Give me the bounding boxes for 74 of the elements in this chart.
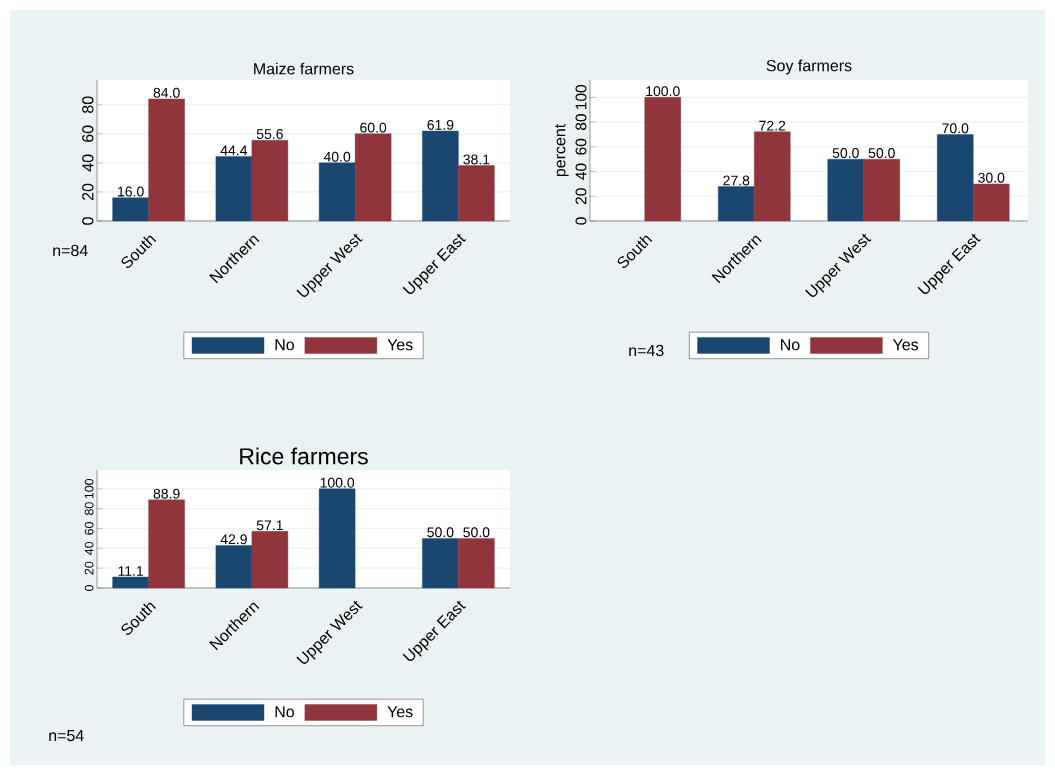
data-label: 100.0	[646, 86, 680, 97]
text: n=84	[53, 244, 88, 257]
legend-label: Yes	[387, 339, 413, 351]
y-tick-label: 60	[84, 522, 94, 535]
data-label: 50.0	[868, 148, 895, 158]
data-label: 38.1	[463, 154, 490, 165]
bar	[422, 538, 459, 589]
bar	[937, 134, 974, 222]
bar	[251, 531, 289, 589]
y-tick-label: 60	[575, 138, 587, 155]
y-tick-label: 0	[84, 585, 94, 591]
data-label: 61.9	[427, 119, 454, 130]
bar	[215, 156, 253, 222]
legend-label: Yes	[892, 339, 919, 351]
data-label: 84.0	[153, 87, 180, 98]
bar	[318, 488, 356, 589]
legend-label: Yes	[387, 706, 413, 718]
legend-label: No	[275, 339, 294, 351]
y-tick-label: 80	[84, 502, 94, 516]
data-label: 72.2	[759, 120, 786, 131]
bar	[148, 499, 185, 589]
data-label: 16.0	[118, 186, 144, 197]
data-label: 27.8	[723, 175, 750, 186]
bar	[973, 183, 1010, 222]
y-tick-label: 80	[575, 114, 587, 130]
y-tick-label: 60	[82, 125, 94, 142]
legend-label: No	[275, 706, 294, 718]
data-label: 50.0	[463, 527, 490, 538]
legend-label: No	[781, 339, 800, 351]
bar	[458, 165, 495, 222]
data-label: 50.0	[427, 527, 454, 538]
data-label: 55.6	[256, 129, 283, 139]
bar	[112, 197, 149, 222]
bar	[827, 158, 864, 222]
data-label: 11.1	[118, 566, 144, 576]
text: n=43	[629, 344, 664, 357]
data-label: 42.9	[220, 534, 247, 545]
y-tick-label: 100	[575, 84, 587, 110]
chart-title: Maize farmers	[254, 62, 354, 75]
y-tick-label: 20	[575, 188, 587, 205]
bar	[718, 186, 755, 222]
data-label: 50.0	[832, 148, 859, 158]
bar	[422, 130, 459, 222]
y-tick-label: 40	[575, 163, 587, 180]
data-label: 70.0	[942, 123, 969, 134]
y-tick-label: 40	[82, 154, 94, 172]
chart-title: Soy farmers	[766, 59, 852, 75]
data-label: 60.0	[360, 122, 387, 133]
y-tick-label: 100	[84, 478, 94, 499]
y-tick-label: 20	[82, 183, 94, 201]
data-label: 57.1	[256, 520, 283, 531]
y-axis-title: percent	[554, 123, 569, 177]
chart-title: Rice farmers	[240, 447, 368, 465]
bar	[148, 98, 185, 222]
bar	[863, 158, 900, 222]
data-label: 30.0	[978, 172, 1005, 183]
bar	[251, 139, 289, 222]
bar	[318, 162, 356, 222]
bar	[754, 131, 791, 222]
bar	[215, 545, 253, 589]
y-tick-label: 40	[84, 541, 94, 555]
data-label: 88.9	[153, 488, 180, 499]
y-tick-label: 0	[575, 217, 587, 225]
y-tick-label: 20	[84, 561, 94, 575]
bar	[354, 133, 392, 222]
bar	[458, 538, 495, 589]
y-tick-label: 0	[82, 217, 94, 225]
y-tick-label: 80	[82, 96, 94, 113]
text: n=54	[49, 729, 84, 742]
data-label: 44.4	[220, 145, 248, 156]
bar	[112, 576, 149, 589]
data-label: 40.0	[323, 151, 351, 162]
data-label: 100.0	[320, 477, 355, 488]
bar	[644, 97, 681, 222]
